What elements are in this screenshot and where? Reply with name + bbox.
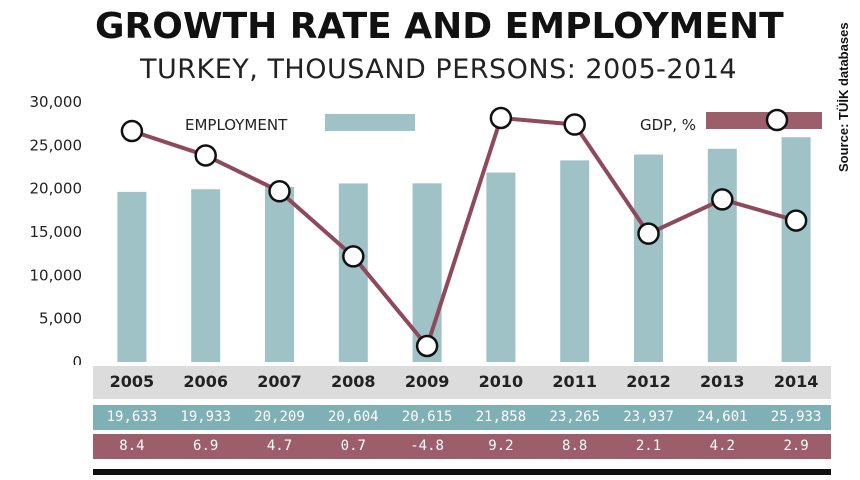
employment-bar (486, 172, 516, 362)
employment-bar (117, 191, 147, 362)
gdp-point (489, 106, 513, 130)
bottom-rule (93, 469, 831, 475)
gdp-value: 0.7 (340, 438, 366, 454)
chart-svg: 0 5,000 10,000 15,000 20,000 25,000 30,000 EMP… (30, 93, 822, 365)
gdp-point (711, 188, 734, 211)
gdp-point (268, 180, 291, 203)
legend-employment-label: EMPLOYMENT (185, 116, 288, 134)
year-label: 2009 (404, 372, 450, 391)
employment-bar (265, 186, 294, 362)
gdp-value: 2.9 (783, 438, 809, 454)
employment-bar (338, 183, 368, 362)
gdp-point (120, 119, 144, 143)
year-label: 2010 (478, 372, 524, 391)
chart-subtitle: TURKEY, THOUSAND PERSONS: 2005-2014 (140, 54, 738, 85)
year-label: 2011 (552, 372, 597, 391)
y-tick-label: 0 (72, 353, 82, 365)
y-tick-label: 25,000 (30, 136, 83, 154)
gdp-point (637, 222, 660, 245)
year-label: 2008 (331, 372, 376, 391)
legend-employment-swatch (325, 114, 415, 131)
gdp-point (784, 209, 808, 232)
year-label: 2007 (257, 372, 302, 391)
gdp-line (131, 116, 797, 348)
y-tick-label: 20,000 (30, 180, 83, 198)
employment-bar (707, 148, 737, 362)
employment-bar (560, 160, 590, 362)
gdp-value: 9.2 (488, 438, 514, 454)
employment-row-band (93, 405, 831, 430)
gdp-value: 2.1 (635, 438, 662, 454)
chart-title: GROWTH RATE AND EMPLOYMENT (95, 6, 784, 47)
employment-bar (781, 137, 811, 362)
gdp-row-band (93, 434, 831, 459)
employment-value: 19,933 (180, 409, 231, 425)
gdp-points (120, 106, 808, 358)
year-label: 2014 (773, 372, 819, 391)
gdp-point (415, 334, 439, 358)
gdp-value: 8.8 (562, 438, 588, 454)
employment-value: 24,601 (697, 409, 748, 425)
gdp-value: -4.8 (410, 438, 444, 454)
y-tick-label: 10,000 (30, 266, 83, 284)
legend-gdp-swatch (706, 112, 822, 129)
employment-bars (117, 137, 811, 362)
employment-value: 21,858 (475, 409, 527, 425)
employment-bar (634, 154, 663, 362)
legend-gdp-label: GDP, % (640, 116, 696, 134)
gdp-value: 4.7 (266, 438, 293, 454)
gdp-value: 8.4 (119, 438, 145, 454)
employment-value: 25,933 (770, 409, 822, 425)
source-note: Source: TÜİK databases (836, 22, 851, 172)
employment-value: 20,604 (328, 409, 379, 425)
gdp-point (194, 144, 217, 167)
y-tick-label: 5,000 (39, 310, 82, 328)
year-label: 2012 (626, 372, 671, 391)
employment-value: 23,265 (549, 409, 600, 425)
year-label: 2006 (183, 372, 228, 391)
employment-value: 20,615 (401, 409, 453, 425)
gdp-point (563, 113, 586, 136)
legend-gdp-marker (765, 108, 789, 132)
year-row-band (93, 366, 831, 399)
year-label: 2005 (109, 372, 155, 391)
y-axis-ticks: 0 5,000 10,000 15,000 20,000 25,000 30,000 (30, 93, 83, 365)
employment-value: 19,633 (106, 409, 158, 425)
employment-value: 23,937 (623, 409, 674, 425)
employment-value: 20,209 (254, 409, 305, 425)
gdp-point (342, 245, 365, 268)
y-tick-label: 30,000 (30, 93, 83, 111)
employment-bar (191, 189, 221, 362)
year-label: 2013 (700, 372, 745, 391)
y-tick-label: 15,000 (30, 223, 83, 241)
gdp-value: 6.9 (193, 438, 219, 454)
gdp-value: 4.2 (709, 438, 735, 454)
